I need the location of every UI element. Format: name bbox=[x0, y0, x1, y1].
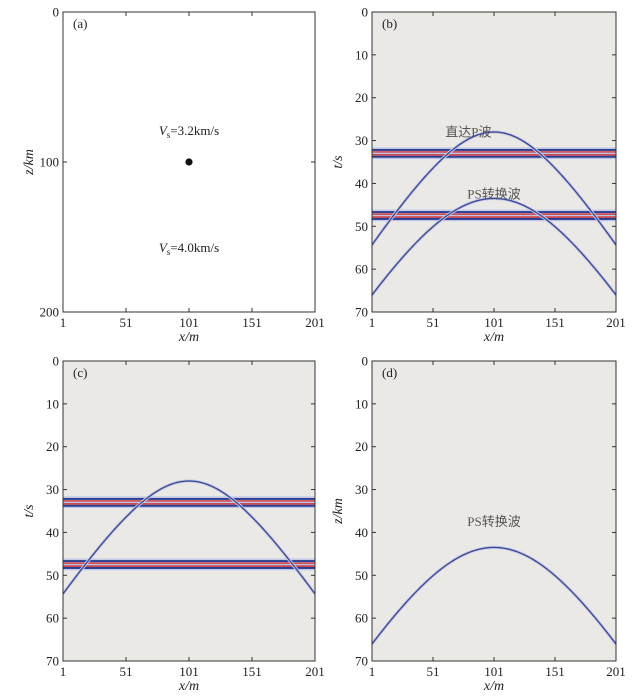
panel-label: (d) bbox=[382, 365, 397, 380]
x-tick-label: 101 bbox=[484, 315, 504, 330]
y-axis-title: t/s bbox=[22, 504, 37, 518]
panel-b: 1 51 101 151 201010203040506070x/mt/s(b)直达P波… bbox=[331, 5, 626, 346]
y-tick-label: 70 bbox=[355, 305, 368, 320]
x-tick-label: 1 bbox=[369, 315, 376, 330]
x-axis-title: x/m bbox=[483, 330, 504, 345]
x-tick-label: 151 bbox=[545, 664, 565, 679]
y-tick-label: 60 bbox=[46, 611, 59, 626]
y-axis-title: z/km bbox=[22, 149, 37, 176]
x-tick-label: 101 bbox=[179, 315, 199, 330]
x-axis-title: x/m bbox=[178, 679, 199, 694]
direct-p-wave-label: 直达P波 bbox=[445, 124, 491, 139]
x-tick-label: 1 bbox=[60, 315, 67, 330]
y-axis-title: z/km bbox=[331, 498, 346, 525]
plot-background bbox=[372, 361, 616, 661]
y-tick-label: 20 bbox=[46, 439, 59, 454]
panel-label: (b) bbox=[382, 16, 397, 31]
horizontal-event bbox=[63, 496, 315, 509]
y-tick-label: 30 bbox=[355, 482, 368, 497]
y-tick-label: 40 bbox=[46, 525, 59, 540]
y-axis-title: t/s bbox=[331, 155, 346, 169]
panel-a: 1 51 101 151 2010100200x/mz/km(a)Vs=3.2km/sV… bbox=[22, 5, 325, 346]
y-tick-label: 0 bbox=[362, 354, 369, 369]
source-point bbox=[185, 158, 193, 166]
ps-converted-wave-label: PS转换波 bbox=[467, 186, 520, 201]
x-tick-label: 201 bbox=[305, 315, 325, 330]
vs-lower-label: Vs=4.0km/s bbox=[159, 240, 219, 257]
y-tick-label: 0 bbox=[362, 5, 369, 20]
y-tick-label: 0 bbox=[53, 354, 60, 369]
x-tick-label: 201 bbox=[606, 315, 626, 330]
x-axis-title: x/m bbox=[483, 679, 504, 694]
ps-converted-wave-label: PS转换波 bbox=[467, 514, 520, 529]
horizontal-event bbox=[372, 147, 616, 160]
panel-d: 1 51 101 151 201010203040506070x/mz/km(d)PS转… bbox=[331, 354, 626, 695]
x-tick-label: 51 bbox=[120, 664, 133, 679]
y-tick-label: 60 bbox=[355, 611, 368, 626]
x-tick-label: 101 bbox=[484, 664, 504, 679]
y-tick-label: 60 bbox=[355, 262, 368, 277]
y-tick-label: 50 bbox=[46, 568, 59, 583]
hyperbola-event bbox=[372, 196, 616, 297]
y-tick-label: 10 bbox=[355, 396, 368, 411]
y-tick-label: 10 bbox=[355, 47, 368, 62]
y-tick-label: 40 bbox=[355, 176, 368, 191]
y-tick-label: 30 bbox=[355, 133, 368, 148]
horizontal-event bbox=[63, 558, 315, 571]
plot-background bbox=[372, 12, 616, 312]
x-axis-title: x/m bbox=[178, 330, 199, 345]
panel-label: (c) bbox=[73, 365, 87, 380]
y-tick-label: 100 bbox=[40, 155, 60, 170]
y-tick-label: 50 bbox=[355, 219, 368, 234]
y-tick-label: 70 bbox=[355, 654, 368, 669]
x-tick-label: 51 bbox=[427, 315, 440, 330]
x-tick-label: 201 bbox=[305, 664, 325, 679]
plot-background bbox=[63, 361, 315, 661]
x-tick-label: 51 bbox=[120, 315, 133, 330]
hyperbola-event bbox=[372, 130, 616, 246]
x-tick-label: 151 bbox=[545, 315, 565, 330]
y-tick-label: 200 bbox=[40, 305, 60, 320]
x-tick-label: 1 bbox=[60, 664, 67, 679]
x-tick-label: 101 bbox=[179, 664, 199, 679]
panel-label: (a) bbox=[73, 16, 87, 31]
x-tick-label: 201 bbox=[606, 664, 626, 679]
y-tick-label: 20 bbox=[355, 90, 368, 105]
vs-upper-label: Vs=3.2km/s bbox=[159, 123, 219, 140]
horizontal-event bbox=[372, 209, 616, 222]
x-tick-label: 1 bbox=[369, 664, 376, 679]
y-tick-label: 10 bbox=[46, 396, 59, 411]
hyperbola-event bbox=[63, 479, 315, 595]
x-tick-label: 151 bbox=[242, 664, 262, 679]
y-tick-label: 30 bbox=[46, 482, 59, 497]
hyperbola-event bbox=[372, 545, 616, 646]
y-tick-label: 40 bbox=[355, 525, 368, 540]
x-tick-label: 151 bbox=[242, 315, 262, 330]
x-tick-label: 51 bbox=[427, 664, 440, 679]
y-tick-label: 20 bbox=[355, 439, 368, 454]
y-tick-label: 50 bbox=[355, 568, 368, 583]
y-tick-label: 0 bbox=[53, 5, 60, 20]
y-tick-label: 70 bbox=[46, 654, 59, 669]
